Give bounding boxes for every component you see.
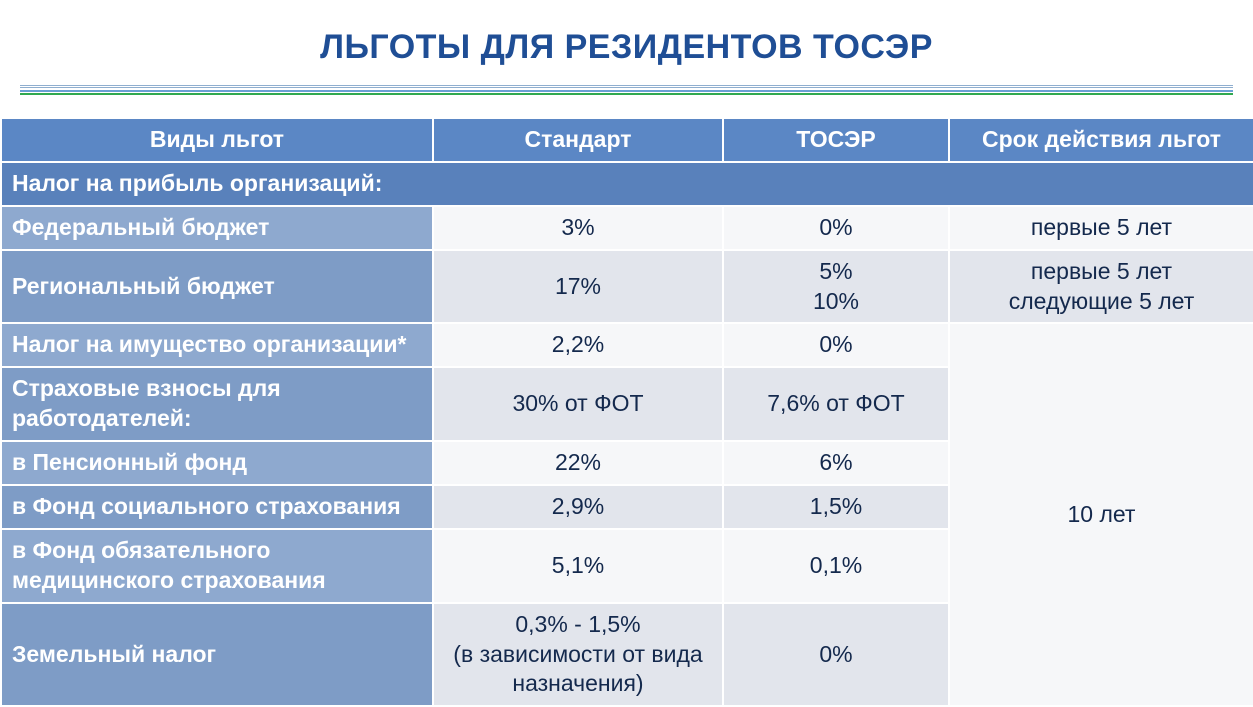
cell-line: 5% xyxy=(734,257,938,287)
cell-std: 2,9% xyxy=(433,485,723,529)
row-label: Земельный налог xyxy=(1,603,433,707)
cell-toser: 0% xyxy=(723,206,949,250)
section-profit-tax: Налог на прибыль организаций: xyxy=(1,162,1253,206)
cell-toser: 1,5% xyxy=(723,485,949,529)
cell-std: 17% xyxy=(433,250,723,324)
cell-term-10-years: 10 лет xyxy=(949,323,1253,706)
section-label: Налог на прибыль организаций: xyxy=(1,162,1253,206)
cell-std: 0,3% - 1,5% (в зависимости от вида назна… xyxy=(433,603,723,707)
cell-line: 10% xyxy=(734,287,938,317)
row-label: Региональный бюджет xyxy=(1,250,433,324)
table-row: Федеральный бюджет 3% 0% первые 5 лет xyxy=(1,206,1253,250)
cell-std: 30% от ФОТ xyxy=(433,367,723,441)
col-toser: ТОСЭР xyxy=(723,118,949,162)
cell-line: 0,3% - 1,5% xyxy=(444,610,712,640)
row-label: Налог на имущество организации* xyxy=(1,323,433,367)
cell-std: 5,1% xyxy=(433,529,723,603)
cell-std: 22% xyxy=(433,441,723,485)
decorative-stripe xyxy=(20,85,1233,95)
cell-toser: 0,1% xyxy=(723,529,949,603)
page-title: ЛЬГОТЫ ДЛЯ РЕЗИДЕНТОВ ТОСЭР xyxy=(0,0,1253,85)
row-label: в Фонд социального страхования xyxy=(1,485,433,529)
cell-toser: 0% xyxy=(723,603,949,707)
cell-toser: 5% 10% xyxy=(723,250,949,324)
cell-line: первые 5 лет xyxy=(960,257,1243,287)
row-label: в Фонд обязательного медицинского страхо… xyxy=(1,529,433,603)
cell-line: (в зависимости от вида назначения) xyxy=(444,640,712,700)
table-row: Региональный бюджет 17% 5% 10% первые 5 … xyxy=(1,250,1253,324)
row-label: Федеральный бюджет xyxy=(1,206,433,250)
cell-std: 3% xyxy=(433,206,723,250)
cell-std: 2,2% xyxy=(433,323,723,367)
table-header-row: Виды льгот Стандарт ТОСЭР Срок действия … xyxy=(1,118,1253,162)
table-row: Налог на имущество организации* 2,2% 0% … xyxy=(1,323,1253,367)
cell-toser: 6% xyxy=(723,441,949,485)
cell-line: следующие 5 лет xyxy=(960,287,1243,317)
col-types: Виды льгот xyxy=(1,118,433,162)
col-standard: Стандарт xyxy=(433,118,723,162)
cell-toser: 7,6% от ФОТ xyxy=(723,367,949,441)
col-term: Срок действия льгот xyxy=(949,118,1253,162)
cell-term: первые 5 лет xyxy=(949,206,1253,250)
benefits-table: Виды льгот Стандарт ТОСЭР Срок действия … xyxy=(0,117,1253,707)
row-label: Страховые взносы для работодателей: xyxy=(1,367,433,441)
row-label: в Пенсионный фонд xyxy=(1,441,433,485)
cell-term: первые 5 лет следующие 5 лет xyxy=(949,250,1253,324)
cell-toser: 0% xyxy=(723,323,949,367)
